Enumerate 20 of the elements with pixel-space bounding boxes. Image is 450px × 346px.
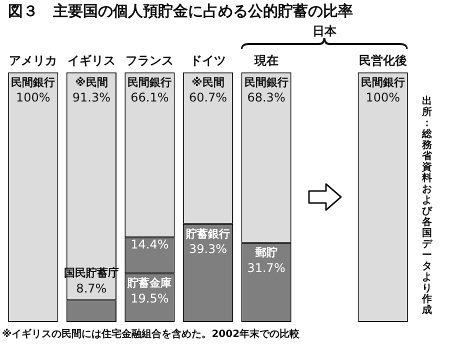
data-label: 民間銀行 68.3% bbox=[244, 76, 288, 105]
data-label: 貯蓄銀行 39.3% bbox=[185, 227, 230, 256]
x-tick-label: 民営化後 bbox=[358, 53, 407, 68]
data-label: ※民間 60.7% bbox=[188, 76, 228, 105]
text: 日本 bbox=[312, 23, 338, 40]
x-tick-label: フランス bbox=[126, 53, 174, 68]
x-tick-label: イギリス bbox=[67, 53, 116, 68]
data-label: 民間銀行 100% bbox=[360, 76, 405, 105]
text: 出所：総務省資料および各国データより作成 bbox=[422, 96, 432, 316]
data-label: 民間銀行 66.1% bbox=[128, 76, 172, 105]
data-label: 民間銀行 100% bbox=[11, 76, 56, 105]
data-label: 貯蓄金庫 19.5% bbox=[126, 276, 172, 306]
x-tick-label: アメリカ bbox=[9, 53, 58, 68]
x-tick-label: 現在 bbox=[253, 53, 278, 68]
text: ※イギリスの民間には住宅金融組合を含めた。2002年末での比較 bbox=[2, 327, 300, 341]
chart-title: 図３ 主要国の個人預貯金に占める公的貯蓄の比率 bbox=[8, 2, 353, 21]
data-label: 郵貯 31.7% bbox=[247, 246, 286, 275]
data-label: ※民間 91.3% bbox=[72, 76, 110, 105]
x-tick-label: ドイツ bbox=[190, 53, 226, 68]
data-label: 14.4% bbox=[130, 238, 169, 252]
